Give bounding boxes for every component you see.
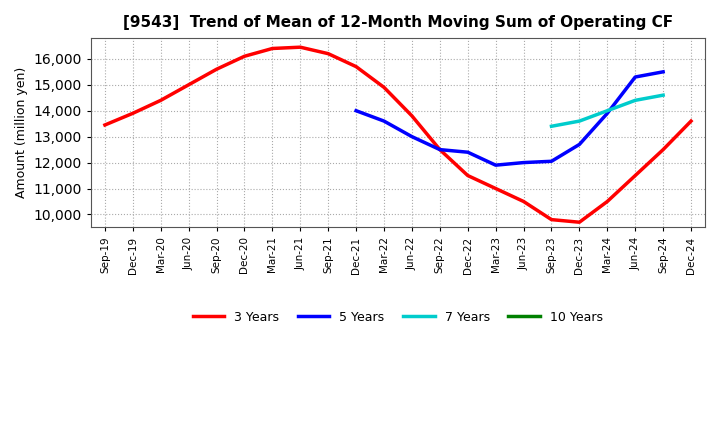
5 Years (631, 74, 639, 80)
5 Years (519, 160, 528, 165)
3 Years (184, 82, 193, 88)
5 Years (464, 150, 472, 155)
5 Years (547, 159, 556, 164)
3 Years (240, 54, 249, 59)
5 Years (491, 162, 500, 168)
5 Years (436, 147, 444, 152)
Y-axis label: Amount (million yen): Amount (million yen) (15, 67, 28, 198)
3 Years (156, 98, 165, 103)
3 Years (659, 147, 667, 152)
5 Years (603, 111, 611, 116)
3 Years (464, 173, 472, 178)
3 Years (296, 44, 305, 50)
3 Years (575, 220, 584, 225)
3 Years (128, 111, 137, 116)
7 Years (575, 118, 584, 124)
Legend: 3 Years, 5 Years, 7 Years, 10 Years: 3 Years, 5 Years, 7 Years, 10 Years (188, 306, 608, 329)
3 Years (408, 113, 416, 118)
3 Years (603, 199, 611, 204)
3 Years (519, 199, 528, 204)
Line: 3 Years: 3 Years (105, 47, 691, 222)
3 Years (436, 147, 444, 152)
Line: 5 Years: 5 Years (356, 72, 663, 165)
Title: [9543]  Trend of Mean of 12-Month Moving Sum of Operating CF: [9543] Trend of Mean of 12-Month Moving … (123, 15, 673, 30)
3 Years (268, 46, 276, 51)
5 Years (575, 142, 584, 147)
7 Years (659, 92, 667, 98)
7 Years (631, 98, 639, 103)
3 Years (101, 122, 109, 128)
3 Years (379, 85, 388, 90)
5 Years (379, 118, 388, 124)
7 Years (603, 108, 611, 114)
5 Years (659, 69, 667, 74)
Line: 7 Years: 7 Years (552, 95, 663, 126)
3 Years (212, 66, 221, 72)
3 Years (631, 173, 639, 178)
3 Years (324, 51, 333, 56)
3 Years (352, 64, 361, 69)
5 Years (408, 134, 416, 139)
3 Years (547, 217, 556, 222)
5 Years (352, 108, 361, 114)
7 Years (547, 124, 556, 129)
3 Years (687, 118, 696, 124)
3 Years (491, 186, 500, 191)
